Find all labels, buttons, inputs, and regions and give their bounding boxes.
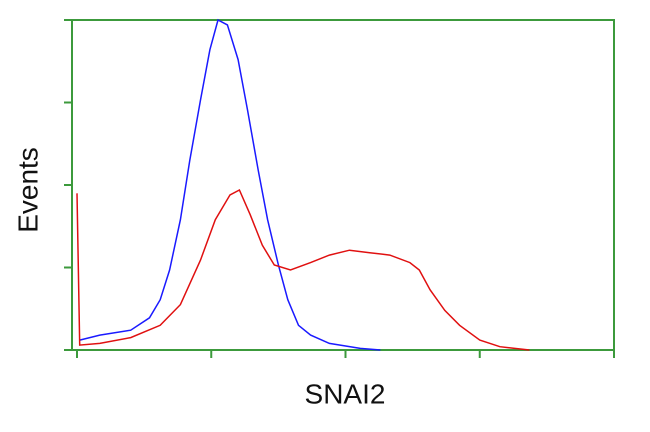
histogram-line xyxy=(76,188,530,351)
y-axis-label: Events xyxy=(12,147,43,233)
x-axis-label: SNAI2 xyxy=(305,378,386,409)
plot-frame xyxy=(71,19,615,351)
histogram-line xyxy=(79,18,381,351)
